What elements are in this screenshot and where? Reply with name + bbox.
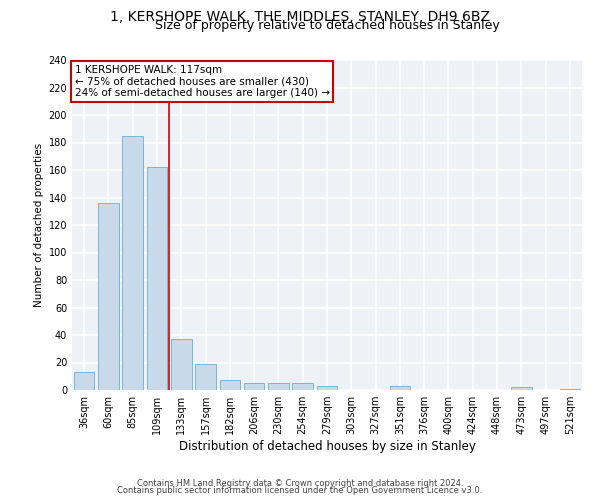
Bar bbox=[560, 388, 580, 390]
Bar bbox=[244, 383, 265, 390]
Y-axis label: Number of detached properties: Number of detached properties bbox=[34, 143, 44, 307]
Text: 1, KERSHOPE WALK, THE MIDDLES, STANLEY, DH9 6BZ: 1, KERSHOPE WALK, THE MIDDLES, STANLEY, … bbox=[110, 10, 490, 24]
Bar bbox=[268, 383, 289, 390]
Bar bbox=[98, 203, 119, 390]
X-axis label: Distribution of detached houses by size in Stanley: Distribution of detached houses by size … bbox=[179, 440, 475, 453]
Bar bbox=[389, 386, 410, 390]
Bar bbox=[195, 364, 216, 390]
Bar bbox=[146, 167, 167, 390]
Bar bbox=[220, 380, 240, 390]
Text: Contains public sector information licensed under the Open Government Licence v3: Contains public sector information licen… bbox=[118, 486, 482, 495]
Bar bbox=[317, 386, 337, 390]
Text: Contains HM Land Registry data © Crown copyright and database right 2024.: Contains HM Land Registry data © Crown c… bbox=[137, 478, 463, 488]
Bar bbox=[171, 339, 191, 390]
Bar bbox=[74, 372, 94, 390]
Bar bbox=[292, 383, 313, 390]
Title: Size of property relative to detached houses in Stanley: Size of property relative to detached ho… bbox=[155, 20, 499, 32]
Bar bbox=[511, 387, 532, 390]
Text: 1 KERSHOPE WALK: 117sqm
← 75% of detached houses are smaller (430)
24% of semi-d: 1 KERSHOPE WALK: 117sqm ← 75% of detache… bbox=[74, 65, 329, 98]
Bar bbox=[122, 136, 143, 390]
